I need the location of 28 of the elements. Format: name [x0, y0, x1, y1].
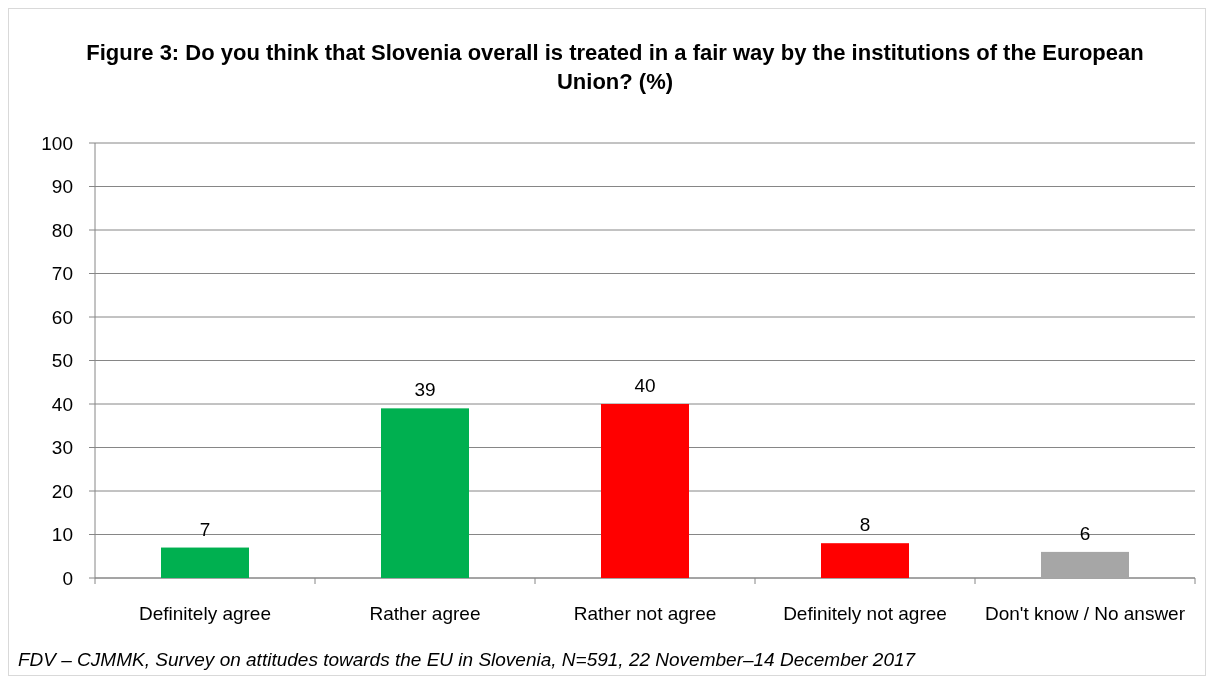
- x-tick-label: Don't know / No answer: [984, 603, 1186, 624]
- bar: [1041, 551, 1129, 578]
- data-label: 39: [414, 379, 436, 401]
- x-tick-label: Rather not agree: [573, 603, 717, 624]
- data-label: 7: [199, 518, 211, 540]
- text: FDV – CJMMK, Survey on attitudes towards the EU in Slovenia, N=591, 22 November–14 December 2017: [18, 649, 917, 670]
- y-tick-label: 80: [51, 219, 73, 241]
- y-tick-label: 70: [51, 263, 73, 285]
- y-tick-label: 40: [51, 393, 73, 415]
- data-label: 8: [859, 514, 871, 536]
- bar: [381, 408, 469, 578]
- data-label: 6: [1079, 522, 1091, 544]
- y-tick-label: 50: [51, 350, 73, 372]
- bar: [601, 404, 689, 578]
- y-tick-label: 100: [41, 132, 73, 154]
- x-tick-label: Definitely not agree: [783, 603, 947, 624]
- y-tick-label: 10: [51, 524, 73, 546]
- y-tick-label: 60: [51, 306, 73, 328]
- bar: [821, 543, 909, 578]
- bar: [161, 547, 249, 578]
- x-tick-label: Rather agree: [369, 603, 481, 624]
- y-tick-label: 0: [62, 567, 73, 589]
- y-tick-label: 90: [51, 176, 73, 198]
- data-label: 40: [634, 375, 656, 396]
- y-tick-label: 30: [51, 437, 73, 459]
- x-tick-label: Definitely agree: [138, 603, 272, 624]
- y-tick-label: 20: [51, 480, 73, 502]
- chart-title: Figure 3: Do you think that Slovenia overall is treated in a fair way by the institutions of the European Union? (%): [86, 40, 1144, 94]
